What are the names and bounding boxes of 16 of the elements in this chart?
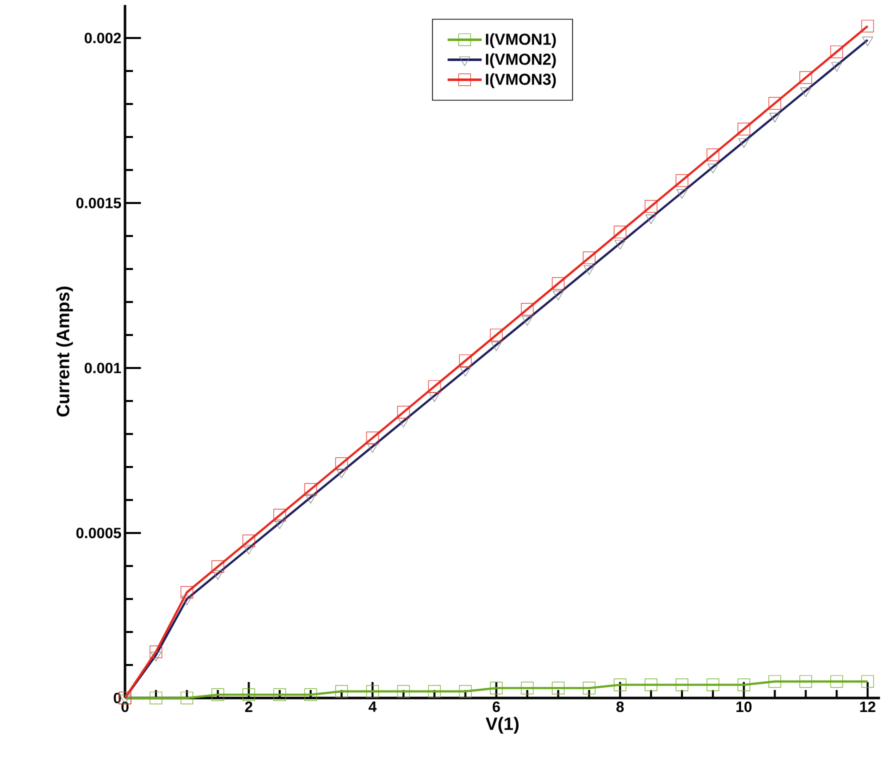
y-tick-label: 0.002	[84, 32, 121, 44]
x-tick-label: 6	[492, 702, 500, 712]
x-tick-label: 12	[860, 702, 876, 712]
legend-label: I(VMON1)	[486, 33, 556, 48]
x-axis-title: V(1)	[486, 716, 519, 734]
y-tick-label: 0.001	[84, 362, 122, 374]
x-tick-label: 2	[245, 702, 252, 712]
x-tick-label: 8	[616, 702, 624, 712]
x-tick-label: 4	[368, 702, 377, 712]
x-tick-label: 0	[121, 702, 129, 712]
legend-label: I(VMON2)	[486, 53, 556, 68]
y-tick-label: 0.0005	[76, 528, 122, 538]
legend-label: I(VMON3)	[486, 73, 556, 88]
y-axis-title: Current (Amps)	[56, 286, 73, 417]
y-tick-label: 0.0015	[76, 198, 122, 208]
x-tick-label: 10	[736, 702, 752, 712]
